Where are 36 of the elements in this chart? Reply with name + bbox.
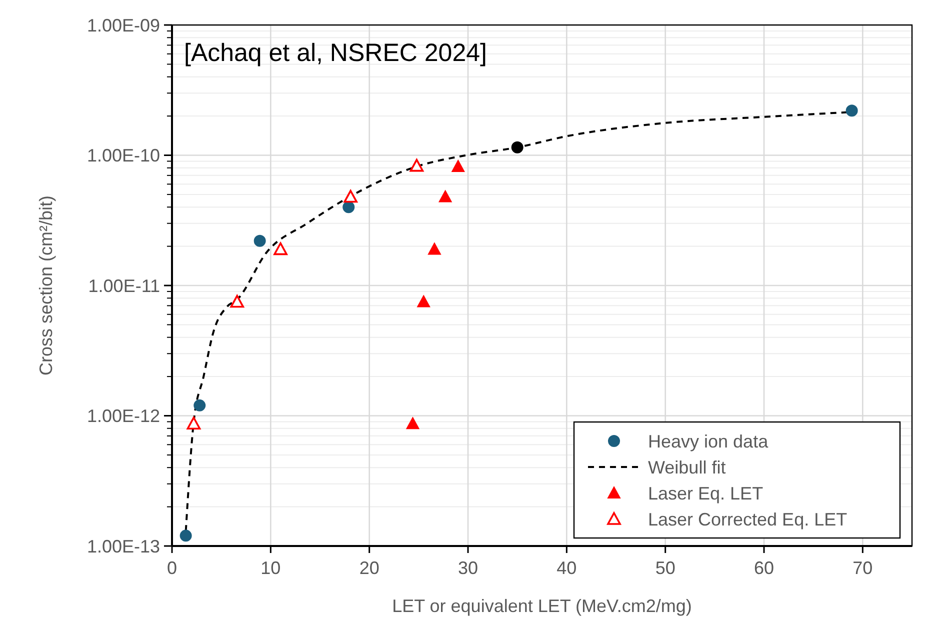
point (230, 294, 244, 308)
x-tick-label: 50 (655, 558, 676, 578)
point (344, 190, 358, 203)
point (452, 160, 465, 172)
x-axis-title: LET or equivalent LET (MeV.cm2/mg) (392, 596, 692, 616)
x-tick-label: 0 (166, 558, 178, 578)
x-tick-label: 30 (458, 558, 478, 578)
legend-label: Laser Corrected Eq. LET (648, 509, 848, 530)
point (438, 190, 452, 202)
point (410, 158, 424, 172)
y-tick-label: 1.00E-11 (88, 276, 160, 296)
point (180, 530, 192, 542)
legend-label: Weibull fit (648, 457, 726, 478)
y-tick-label: 1.00E-12 (86, 406, 160, 426)
x-tick-label: 70 (852, 558, 873, 578)
point (511, 141, 524, 154)
legend-label: Heavy ion data (648, 431, 770, 452)
point (417, 295, 430, 308)
point (194, 399, 206, 412)
x-tick-label: 60 (754, 558, 774, 578)
point (186, 416, 201, 430)
y-tick-label: 1.00E-10 (86, 146, 160, 166)
x-tick-label: 20 (359, 558, 380, 578)
x-tick-label: 10 (260, 558, 281, 578)
point (342, 201, 355, 214)
y-axis-title: Cross section (cm²/bit) (36, 195, 56, 376)
point (406, 417, 420, 430)
point (846, 104, 858, 117)
x-tick-label: 40 (556, 558, 577, 578)
legend-label: Laser Eq. LET (648, 483, 764, 504)
point (428, 242, 441, 255)
y-tick-label: 1.00E-13 (86, 536, 160, 556)
y-tick-label: 1.00E-09 (86, 15, 160, 36)
point (254, 234, 266, 247)
annotation: [Achaq et al, NSREC 2024] (184, 39, 487, 67)
point (274, 242, 288, 256)
